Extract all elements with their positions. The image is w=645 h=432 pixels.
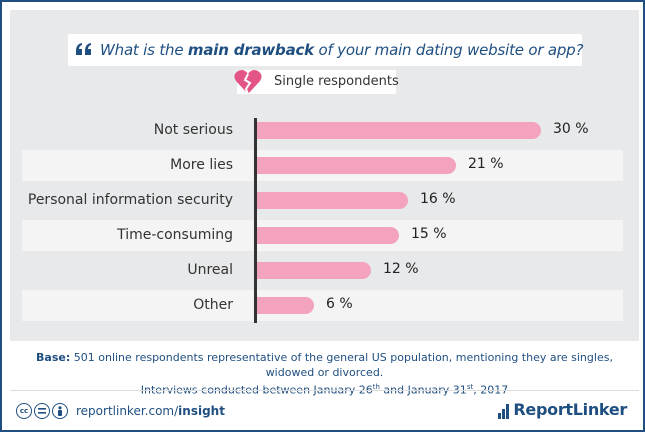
footer-divider [10, 390, 639, 391]
site-link[interactable]: reportlinker.com/insight [76, 404, 225, 418]
legend: Single respondents [234, 70, 399, 95]
value-label: 6 % [326, 296, 353, 312]
bar [257, 262, 371, 279]
category-label: Other [193, 297, 233, 313]
cc-icon: cc [16, 403, 32, 419]
value-label: 16 % [420, 191, 456, 207]
value-label: 30 % [553, 121, 589, 137]
category-label: Time-consuming [117, 227, 233, 243]
bar [257, 192, 408, 209]
category-label: Not serious [153, 122, 233, 138]
bar [257, 157, 456, 174]
person-icon [52, 403, 68, 419]
value-label: 12 % [383, 261, 419, 277]
title-box: What is the main drawback of your main d… [68, 34, 584, 66]
category-axis-line [254, 118, 257, 323]
license-icons: cc [16, 403, 68, 419]
category-label: Unreal [187, 262, 233, 278]
brand-name: ReportLinker [513, 400, 627, 419]
equals-icon [34, 403, 50, 419]
bar [257, 122, 541, 139]
bar [257, 227, 399, 244]
base-note: Base: 501 online respondents representat… [36, 351, 613, 397]
brand-logo: ReportLinker [498, 400, 627, 419]
row-band [22, 290, 623, 321]
quote-icon [76, 43, 91, 55]
value-label: 15 % [411, 226, 447, 242]
value-label: 21 % [468, 156, 504, 172]
logo-bars-icon [498, 404, 510, 419]
bar [257, 297, 314, 314]
broken-heart-icon [234, 70, 262, 95]
legend-label: Single respondents [274, 74, 399, 89]
category-label: More lies [170, 157, 233, 173]
chart-title: What is the main drawback of your main d… [100, 41, 584, 59]
category-label: Personal information security [27, 192, 233, 208]
